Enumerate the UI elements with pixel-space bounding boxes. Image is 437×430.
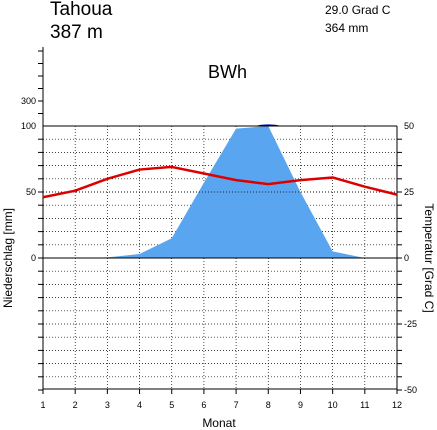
left-axis-label: Niederschlag [mm] <box>1 208 15 308</box>
annual-precipitation: 364 mm <box>325 21 368 35</box>
temperature-polyline <box>42 165 398 199</box>
x-tick-label: 2 <box>73 400 78 410</box>
x-tick-label: 6 <box>201 400 206 410</box>
right-tick-label: 0 <box>404 253 409 263</box>
x-tick-label: 11 <box>360 400 369 410</box>
right-tick-label: 50 <box>404 121 414 131</box>
right-tick-label: -50 <box>404 385 417 395</box>
station-elevation: 387 m <box>50 22 103 43</box>
axes <box>38 47 402 394</box>
right-tick-label: 25 <box>404 187 414 197</box>
mean-temperature: 29.0 Grad C <box>325 3 391 17</box>
station-name: Tahoua <box>50 0 113 20</box>
x-tick-label: 5 <box>169 400 174 410</box>
x-tick-label: 9 <box>298 400 303 410</box>
climate-class: BWh <box>208 62 247 82</box>
left-tick-label: 100 <box>21 121 36 131</box>
x-tick-label: 12 <box>392 400 402 410</box>
x-tick-label: 8 <box>266 400 271 410</box>
left-tick-label: 0 <box>31 253 36 263</box>
x-tick-label: 4 <box>137 400 142 410</box>
x-tick-label: 10 <box>328 400 338 410</box>
precipitation-area <box>43 124 397 258</box>
left-tick-label: 50 <box>26 187 36 197</box>
left-tick-label: 300 <box>21 96 36 106</box>
x-tick-label: 3 <box>105 400 110 410</box>
right-tick-label: -25 <box>404 319 417 329</box>
x-axis-label: Monat <box>202 416 236 430</box>
x-tick-label: 1 <box>40 400 45 410</box>
x-tick-label: 7 <box>234 400 239 410</box>
temperature-line <box>42 165 398 199</box>
right-axis-label: Temperatur [Grad C] <box>422 203 436 312</box>
